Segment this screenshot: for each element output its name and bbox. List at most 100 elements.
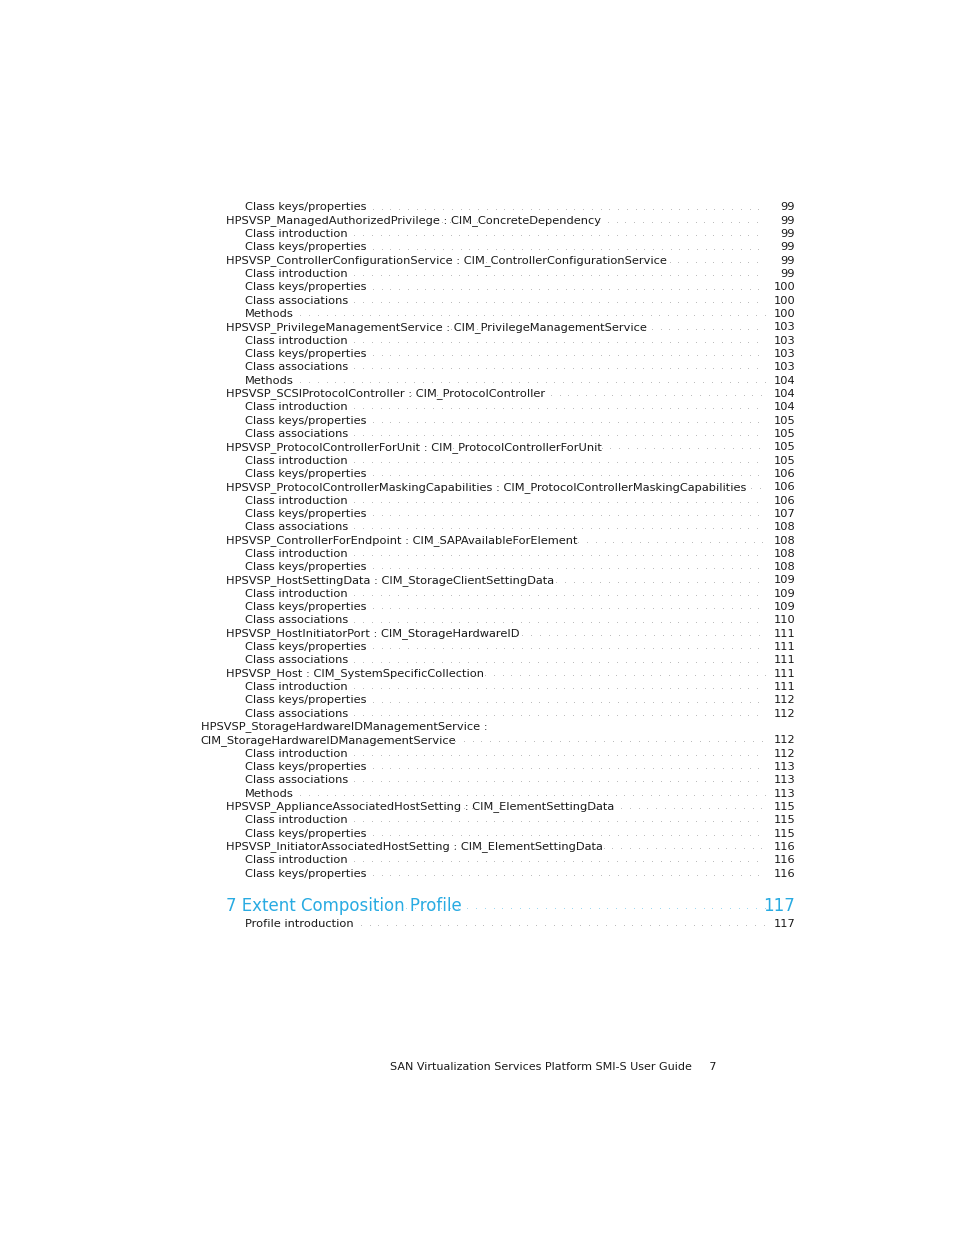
Text: Class introduction: Class introduction xyxy=(245,269,347,279)
Text: 115: 115 xyxy=(773,802,794,811)
Text: Profile introduction: Profile introduction xyxy=(245,919,353,929)
Text: Methods: Methods xyxy=(245,375,294,385)
Text: Class keys/properties: Class keys/properties xyxy=(245,416,366,426)
Text: Class keys/properties: Class keys/properties xyxy=(245,642,366,652)
Text: 108: 108 xyxy=(773,522,794,532)
Text: 116: 116 xyxy=(773,868,794,878)
Text: 115: 115 xyxy=(773,815,794,825)
Text: HPSVSP_PrivilegeManagementService : CIM_PrivilegeManagementService: HPSVSP_PrivilegeManagementService : CIM_… xyxy=(226,322,646,332)
Text: 99: 99 xyxy=(780,256,794,266)
Text: HPSVSP_ControllerForEndpoint : CIM_SAPAvailableForElement: HPSVSP_ControllerForEndpoint : CIM_SAPAv… xyxy=(226,535,578,546)
Text: Class introduction: Class introduction xyxy=(245,682,347,692)
Text: 100: 100 xyxy=(773,309,794,319)
Text: 109: 109 xyxy=(773,603,794,613)
Text: 103: 103 xyxy=(773,336,794,346)
Text: 105: 105 xyxy=(773,456,794,466)
Text: Class introduction: Class introduction xyxy=(245,548,347,558)
Text: HPSVSP_StorageHardwareIDManagementService :: HPSVSP_StorageHardwareIDManagementServic… xyxy=(200,721,487,732)
Text: Class keys/properties: Class keys/properties xyxy=(245,242,366,252)
Text: 108: 108 xyxy=(773,548,794,558)
Text: 7 Extent Composition Profile: 7 Extent Composition Profile xyxy=(226,897,461,915)
Text: HPSVSP_ProtocolControllerMaskingCapabilities : CIM_ProtocolControllerMaskingCapa: HPSVSP_ProtocolControllerMaskingCapabili… xyxy=(226,482,746,493)
Text: 106: 106 xyxy=(773,482,794,493)
Text: 111: 111 xyxy=(773,642,794,652)
Text: HPSVSP_ControllerConfigurationService : CIM_ControllerConfigurationService: HPSVSP_ControllerConfigurationService : … xyxy=(226,256,666,267)
Text: Class associations: Class associations xyxy=(245,709,348,719)
Text: 117: 117 xyxy=(762,897,794,915)
Text: Class keys/properties: Class keys/properties xyxy=(245,469,366,479)
Text: 106: 106 xyxy=(773,495,794,505)
Text: HPSVSP_ApplianceAssociatedHostSetting : CIM_ElementSettingData: HPSVSP_ApplianceAssociatedHostSetting : … xyxy=(226,802,614,813)
Text: Class associations: Class associations xyxy=(245,362,348,372)
Text: 103: 103 xyxy=(773,350,794,359)
Text: 108: 108 xyxy=(773,562,794,572)
Text: HPSVSP_ManagedAuthorizedPrivilege : CIM_ConcreteDependency: HPSVSP_ManagedAuthorizedPrivilege : CIM_… xyxy=(226,215,600,226)
Text: Class associations: Class associations xyxy=(245,522,348,532)
Text: 99: 99 xyxy=(780,269,794,279)
Text: 103: 103 xyxy=(773,322,794,332)
Text: Class keys/properties: Class keys/properties xyxy=(245,283,366,293)
Text: Class introduction: Class introduction xyxy=(245,589,347,599)
Text: Class associations: Class associations xyxy=(245,295,348,306)
Text: HPSVSP_ProtocolControllerForUnit : CIM_ProtocolControllerForUnit: HPSVSP_ProtocolControllerForUnit : CIM_P… xyxy=(226,442,601,453)
Text: 105: 105 xyxy=(773,442,794,452)
Text: 112: 112 xyxy=(773,709,794,719)
Text: HPSVSP_Host : CIM_SystemSpecificCollection: HPSVSP_Host : CIM_SystemSpecificCollecti… xyxy=(226,668,484,679)
Text: Class keys/properties: Class keys/properties xyxy=(245,695,366,705)
Text: Class keys/properties: Class keys/properties xyxy=(245,203,366,212)
Text: Class introduction: Class introduction xyxy=(245,855,347,866)
Text: HPSVSP_InitiatorAssociatedHostSetting : CIM_ElementSettingData: HPSVSP_InitiatorAssociatedHostSetting : … xyxy=(226,841,602,852)
Text: 109: 109 xyxy=(773,589,794,599)
Text: 99: 99 xyxy=(780,230,794,240)
Text: 105: 105 xyxy=(773,416,794,426)
Text: 113: 113 xyxy=(773,776,794,785)
Text: 106: 106 xyxy=(773,469,794,479)
Text: Class keys/properties: Class keys/properties xyxy=(245,509,366,519)
Text: 103: 103 xyxy=(773,362,794,372)
Text: 116: 116 xyxy=(773,842,794,852)
Text: Class associations: Class associations xyxy=(245,429,348,438)
Text: 112: 112 xyxy=(773,748,794,758)
Text: Methods: Methods xyxy=(245,309,294,319)
Text: Class introduction: Class introduction xyxy=(245,403,347,412)
Text: 111: 111 xyxy=(773,668,794,679)
Text: 99: 99 xyxy=(780,242,794,252)
Text: Class keys/properties: Class keys/properties xyxy=(245,350,366,359)
Text: 110: 110 xyxy=(773,615,794,625)
Text: 99: 99 xyxy=(780,216,794,226)
Text: 113: 113 xyxy=(773,762,794,772)
Text: 109: 109 xyxy=(773,576,794,585)
Text: 111: 111 xyxy=(773,656,794,666)
Text: Class associations: Class associations xyxy=(245,776,348,785)
Text: 112: 112 xyxy=(773,695,794,705)
Text: 104: 104 xyxy=(773,389,794,399)
Text: Class introduction: Class introduction xyxy=(245,336,347,346)
Text: Class keys/properties: Class keys/properties xyxy=(245,829,366,839)
Text: Class keys/properties: Class keys/properties xyxy=(245,762,366,772)
Text: HPSVSP_HostSettingData : CIM_StorageClientSettingData: HPSVSP_HostSettingData : CIM_StorageClie… xyxy=(226,576,554,585)
Text: CIM_StorageHardwareIDManagementService: CIM_StorageHardwareIDManagementService xyxy=(200,735,456,746)
Text: 108: 108 xyxy=(773,536,794,546)
Text: Class introduction: Class introduction xyxy=(245,230,347,240)
Text: HPSVSP_SCSIProtocolController : CIM_ProtocolController: HPSVSP_SCSIProtocolController : CIM_Prot… xyxy=(226,389,545,399)
Text: 104: 104 xyxy=(773,403,794,412)
Text: 99: 99 xyxy=(780,203,794,212)
Text: Class keys/properties: Class keys/properties xyxy=(245,562,366,572)
Text: Class associations: Class associations xyxy=(245,656,348,666)
Text: Methods: Methods xyxy=(245,789,294,799)
Text: Class associations: Class associations xyxy=(245,615,348,625)
Text: 117: 117 xyxy=(773,919,794,929)
Text: Class introduction: Class introduction xyxy=(245,815,347,825)
Text: 104: 104 xyxy=(773,375,794,385)
Text: Class introduction: Class introduction xyxy=(245,748,347,758)
Text: SAN Virtualization Services Platform SMI-S User Guide     7: SAN Virtualization Services Platform SMI… xyxy=(390,1062,716,1072)
Text: Class keys/properties: Class keys/properties xyxy=(245,868,366,878)
Text: 107: 107 xyxy=(773,509,794,519)
Text: 113: 113 xyxy=(773,789,794,799)
Text: Class introduction: Class introduction xyxy=(245,456,347,466)
Text: 100: 100 xyxy=(773,283,794,293)
Text: HPSVSP_HostInitiatorPort : CIM_StorageHardwareID: HPSVSP_HostInitiatorPort : CIM_StorageHa… xyxy=(226,629,519,640)
Text: Class keys/properties: Class keys/properties xyxy=(245,603,366,613)
Text: 112: 112 xyxy=(773,735,794,746)
Text: 100: 100 xyxy=(773,295,794,306)
